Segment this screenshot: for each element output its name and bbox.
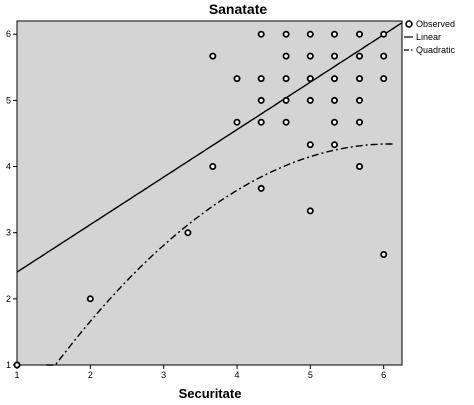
observed-point bbox=[355, 96, 363, 104]
observed-point bbox=[306, 75, 314, 83]
x-axis-label: Securitate bbox=[179, 386, 242, 401]
observed-point bbox=[282, 30, 290, 38]
x-tick-label: 6 bbox=[381, 370, 386, 380]
legend: Observed Linear Quadratic bbox=[404, 19, 456, 55]
observed-point bbox=[330, 75, 338, 83]
y-tick-label: 3 bbox=[6, 228, 11, 238]
observed-point bbox=[282, 118, 290, 126]
observed-point bbox=[306, 207, 314, 215]
y-axis: 1 2 3 4 5 6 bbox=[6, 29, 17, 370]
legend-label-linear: Linear bbox=[416, 32, 441, 42]
observed-point bbox=[355, 52, 363, 60]
x-tick-label: 5 bbox=[308, 370, 313, 380]
observed-point bbox=[233, 75, 241, 83]
observed-point bbox=[257, 96, 265, 104]
observed-point bbox=[380, 75, 388, 83]
y-tick-label: 6 bbox=[6, 29, 11, 39]
y-tick-label: 5 bbox=[6, 95, 11, 105]
observed-point bbox=[330, 118, 338, 126]
observed-point bbox=[257, 75, 265, 83]
plot-area bbox=[16, 20, 403, 366]
quadratic-fit-line bbox=[46, 143, 394, 366]
observed-point bbox=[380, 52, 388, 60]
observed-point bbox=[257, 30, 265, 38]
y-tick-label: 1 bbox=[6, 360, 11, 370]
observed-points bbox=[13, 30, 388, 369]
legend-marker-observed bbox=[405, 20, 413, 28]
observed-point bbox=[330, 30, 338, 38]
observed-point bbox=[306, 52, 314, 60]
observed-point bbox=[209, 52, 217, 60]
observed-point bbox=[330, 96, 338, 104]
observed-point bbox=[209, 162, 217, 170]
observed-point bbox=[355, 30, 363, 38]
observed-point bbox=[306, 141, 314, 149]
y-tick-label: 2 bbox=[6, 294, 11, 304]
x-tick-label: 4 bbox=[234, 370, 239, 380]
observed-point bbox=[306, 30, 314, 38]
observed-point bbox=[13, 361, 21, 369]
x-axis: 1 2 3 4 5 6 bbox=[14, 365, 386, 380]
observed-point bbox=[184, 229, 192, 237]
observed-point bbox=[355, 75, 363, 83]
y-tick-label: 4 bbox=[6, 162, 11, 172]
observed-point bbox=[233, 118, 241, 126]
observed-point bbox=[306, 96, 314, 104]
fit-lines bbox=[16, 22, 403, 366]
observed-point bbox=[355, 118, 363, 126]
x-tick-label: 1 bbox=[14, 370, 19, 380]
observed-point bbox=[355, 162, 363, 170]
observed-point bbox=[330, 52, 338, 60]
chart-title: Sanatate bbox=[209, 1, 268, 17]
x-tick-label: 2 bbox=[88, 370, 93, 380]
observed-point bbox=[86, 295, 94, 303]
observed-point bbox=[257, 184, 265, 192]
observed-point bbox=[380, 30, 388, 38]
linear-fit-line bbox=[16, 22, 403, 273]
observed-point bbox=[282, 52, 290, 60]
legend-label-observed: Observed bbox=[416, 19, 455, 29]
observed-point bbox=[330, 141, 338, 149]
observed-point bbox=[257, 118, 265, 126]
observed-point bbox=[380, 250, 388, 258]
observed-point bbox=[282, 96, 290, 104]
legend-label-quadratic: Quadratic bbox=[416, 45, 456, 55]
observed-point bbox=[282, 75, 290, 83]
x-tick-label: 3 bbox=[161, 370, 166, 380]
